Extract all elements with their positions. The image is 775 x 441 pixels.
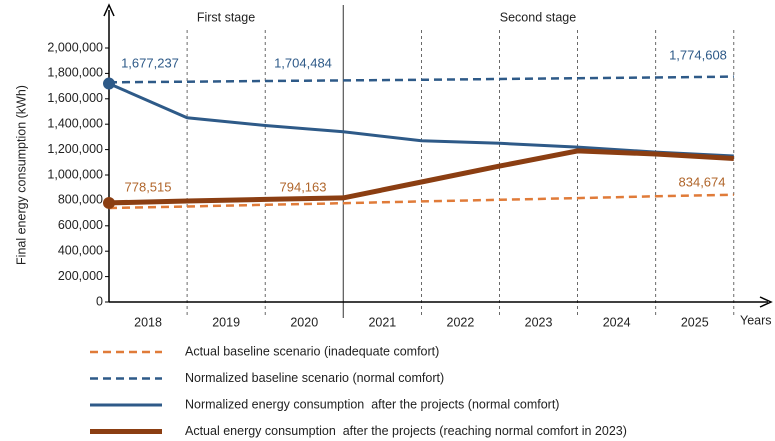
series-line bbox=[108, 193, 734, 210]
x-tick-label: 2024 bbox=[603, 315, 631, 329]
x-axis-arrow bbox=[759, 296, 773, 308]
legend-label: Normalized energy consumption after the … bbox=[185, 397, 559, 411]
y-axis-arrow bbox=[103, 3, 115, 17]
y-tick-label: 200,000 bbox=[58, 269, 103, 283]
y-tick-label: 1,400,000 bbox=[47, 116, 103, 130]
start-marker bbox=[103, 196, 115, 209]
y-tick-label: 1,200,000 bbox=[47, 142, 103, 156]
series-line bbox=[108, 75, 734, 84]
y-tick-label: 400,000 bbox=[58, 243, 103, 257]
y-tick-label: 600,000 bbox=[58, 218, 103, 232]
annotation: 1,774,608 bbox=[669, 47, 727, 62]
stage-label: Second stage bbox=[500, 10, 576, 24]
y-tick-label: 1,600,000 bbox=[47, 91, 103, 105]
annotation: 794,163 bbox=[280, 179, 327, 194]
series-line bbox=[108, 148, 734, 206]
y-tick-label: 2,000,000 bbox=[47, 40, 103, 54]
y-tick-label: 1,000,000 bbox=[47, 167, 103, 181]
x-tick-label: 2018 bbox=[134, 315, 162, 329]
x-tick-label: 2022 bbox=[447, 315, 475, 329]
y-axis-label: Final energy consumption (kWh) bbox=[14, 85, 28, 265]
y-tick-label: 1,800,000 bbox=[47, 66, 103, 80]
x-tick-label: 2021 bbox=[368, 315, 396, 329]
annotation: 834,674 bbox=[679, 174, 726, 189]
series-line bbox=[108, 82, 734, 158]
y-tick-label: 0 bbox=[96, 294, 103, 308]
x-axis-label: Years bbox=[740, 313, 772, 327]
x-tick-label: 2025 bbox=[681, 315, 709, 329]
start-marker bbox=[103, 77, 115, 90]
legend-label: Actual energy consumption after the proj… bbox=[185, 424, 627, 438]
legend-label: Normalized baseline scenario (normal com… bbox=[185, 371, 444, 385]
annotation: 778,515 bbox=[125, 179, 172, 194]
y-tick-label: 800,000 bbox=[58, 193, 103, 207]
legend-label: Actual baseline scenario (inadequate com… bbox=[185, 344, 439, 358]
x-tick-label: 2023 bbox=[525, 315, 553, 329]
stage-label: First stage bbox=[197, 10, 255, 24]
x-tick-label: 2019 bbox=[212, 315, 240, 329]
x-tick-label: 2020 bbox=[290, 315, 318, 329]
annotation: 1,704,484 bbox=[274, 55, 332, 70]
annotation: 1,677,237 bbox=[121, 55, 179, 70]
